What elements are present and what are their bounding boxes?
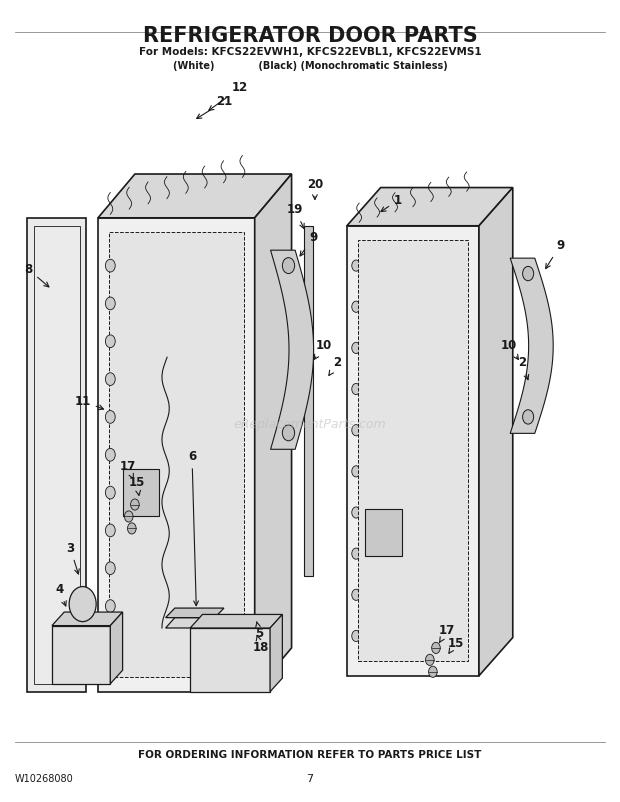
Polygon shape xyxy=(123,468,159,516)
Circle shape xyxy=(105,411,115,423)
Text: 9: 9 xyxy=(546,239,564,269)
Text: 15: 15 xyxy=(448,637,464,654)
Text: 7: 7 xyxy=(306,774,314,784)
Polygon shape xyxy=(255,174,291,691)
Text: 5: 5 xyxy=(255,622,264,640)
Circle shape xyxy=(105,638,115,650)
Circle shape xyxy=(282,257,294,273)
Text: 1: 1 xyxy=(381,194,402,212)
Circle shape xyxy=(105,524,115,537)
Text: 17: 17 xyxy=(439,624,455,642)
Circle shape xyxy=(425,654,434,666)
Polygon shape xyxy=(347,226,479,676)
Polygon shape xyxy=(98,174,291,218)
Polygon shape xyxy=(270,614,282,691)
Circle shape xyxy=(105,448,115,461)
Polygon shape xyxy=(304,226,313,576)
Polygon shape xyxy=(190,614,282,628)
Text: W10268080: W10268080 xyxy=(15,774,74,784)
Polygon shape xyxy=(365,508,402,557)
Text: (White)             (Black) (Monochromatic Stainless): (White) (Black) (Monochromatic Stainless… xyxy=(172,61,448,71)
Polygon shape xyxy=(109,232,244,678)
Text: REFRIGERATOR DOOR PARTS: REFRIGERATOR DOOR PARTS xyxy=(143,26,477,47)
Text: FOR ORDERING INFORMATION REFER TO PARTS PRICE LIST: FOR ORDERING INFORMATION REFER TO PARTS … xyxy=(138,751,482,760)
Circle shape xyxy=(352,383,360,395)
Circle shape xyxy=(352,342,360,354)
Text: 2: 2 xyxy=(518,356,529,379)
Text: 8: 8 xyxy=(24,263,49,287)
Circle shape xyxy=(352,424,360,435)
Polygon shape xyxy=(166,618,224,628)
Circle shape xyxy=(352,589,360,601)
Circle shape xyxy=(432,642,440,654)
Circle shape xyxy=(523,410,534,424)
Text: 3: 3 xyxy=(66,542,79,574)
Circle shape xyxy=(352,302,360,312)
Circle shape xyxy=(352,548,360,559)
Circle shape xyxy=(131,499,139,510)
Circle shape xyxy=(352,507,360,518)
Polygon shape xyxy=(190,628,270,691)
Text: 17: 17 xyxy=(120,460,136,479)
Text: 19: 19 xyxy=(287,204,304,229)
Circle shape xyxy=(282,425,294,441)
Circle shape xyxy=(105,600,115,613)
Circle shape xyxy=(105,486,115,499)
Polygon shape xyxy=(166,608,224,618)
Polygon shape xyxy=(98,218,255,691)
Text: 10: 10 xyxy=(314,338,332,359)
Polygon shape xyxy=(27,218,86,691)
Circle shape xyxy=(428,666,437,678)
Circle shape xyxy=(523,266,534,281)
Circle shape xyxy=(105,562,115,574)
Circle shape xyxy=(352,260,360,271)
Text: 6: 6 xyxy=(188,450,198,606)
Text: 20: 20 xyxy=(307,178,323,200)
Polygon shape xyxy=(358,240,468,662)
Text: 4: 4 xyxy=(55,583,66,606)
Circle shape xyxy=(69,586,96,622)
Text: 15: 15 xyxy=(128,476,145,496)
Circle shape xyxy=(105,373,115,386)
Circle shape xyxy=(352,630,360,642)
Polygon shape xyxy=(110,612,123,684)
Circle shape xyxy=(105,297,115,310)
Circle shape xyxy=(105,259,115,272)
Text: 12: 12 xyxy=(209,82,248,111)
Circle shape xyxy=(128,523,136,534)
Text: 21: 21 xyxy=(197,95,232,119)
Polygon shape xyxy=(347,188,513,226)
Text: 9: 9 xyxy=(300,231,317,256)
Circle shape xyxy=(352,466,360,477)
Text: 2: 2 xyxy=(329,356,342,375)
Text: For Models: KFCS22EVWH1, KFCS22EVBL1, KFCS22EVMS1: For Models: KFCS22EVWH1, KFCS22EVBL1, KF… xyxy=(139,47,481,57)
Text: eReplacementParts.com: eReplacementParts.com xyxy=(234,419,386,431)
Polygon shape xyxy=(52,626,110,684)
Text: 11: 11 xyxy=(74,395,104,410)
Circle shape xyxy=(105,335,115,347)
Polygon shape xyxy=(479,188,513,676)
Polygon shape xyxy=(52,612,123,626)
Text: 18: 18 xyxy=(253,636,269,654)
Circle shape xyxy=(125,511,133,522)
Text: 10: 10 xyxy=(500,338,518,359)
